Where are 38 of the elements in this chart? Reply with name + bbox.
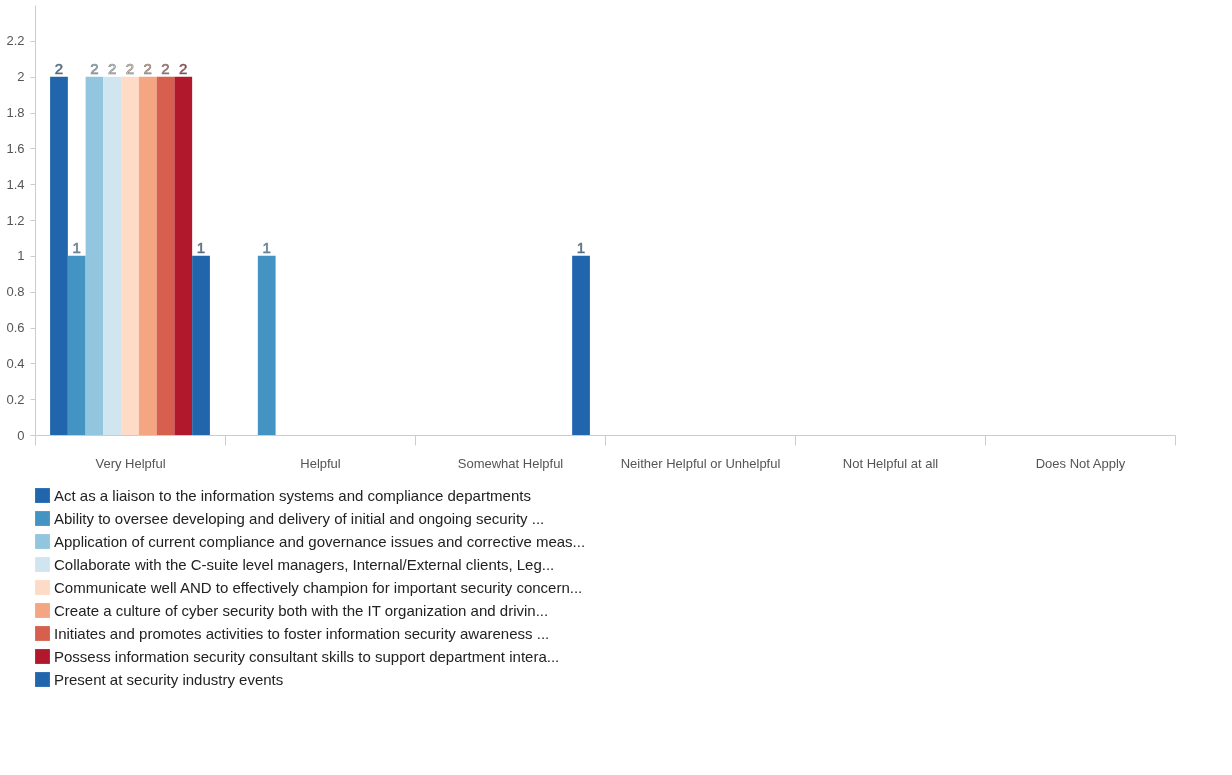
data-label: 2	[161, 59, 170, 77]
x-tick-label: Somewhat Helpful	[457, 455, 564, 471]
data-label: 2	[125, 59, 135, 77]
legend-label: Ability to oversee developing and delivery of initial and ongoing security ...	[54, 509, 545, 527]
x-tick-label: Neither Helpful or Unhelpful	[620, 455, 781, 471]
y-tick-label: 1.4	[6, 176, 25, 192]
data-label: 1	[196, 238, 206, 256]
y-tick-label: 2	[17, 69, 25, 85]
y-tick-label: 0.4	[6, 355, 25, 371]
x-tick-label: Not Helpful at all	[842, 455, 939, 471]
legend-label: Present at security industry events	[54, 670, 284, 688]
data-label: 1	[576, 238, 586, 256]
data-label: 2	[143, 59, 152, 77]
legend-label: Act as a liaison to the information systems and compliance departments	[54, 486, 531, 504]
y-tick-label: 1	[17, 248, 25, 264]
y-tick-label: 1.2	[6, 212, 25, 228]
data-label: 1	[72, 238, 81, 256]
legend-label: Create a culture of cyber security both with the IT organization and drivin...	[54, 601, 549, 619]
data-label: 2	[54, 59, 64, 77]
legend-label: Collaborate with the C-suite level managers, Internal/External clients, Leg...	[54, 555, 555, 573]
x-tick-label: Helpful	[300, 455, 341, 471]
legend-label: Application of current compliance and governance issues and corrective meas...	[54, 532, 586, 550]
data-label: 2	[90, 59, 99, 77]
data-label: 2	[108, 59, 117, 77]
y-tick-label: 1.6	[6, 140, 25, 156]
legend-label: Possess information security consultant skills to support department intera...	[54, 647, 560, 665]
x-tick-label: Does Not Apply	[1035, 455, 1126, 471]
y-tick-label: 1.8	[6, 105, 25, 120]
data-label: 2	[179, 59, 188, 77]
y-tick-label: 0	[17, 427, 25, 443]
y-tick-label: 0.8	[6, 284, 25, 300]
x-tick-label: Very Helpful	[95, 455, 166, 471]
y-tick-label: 2.2	[6, 33, 25, 49]
y-tick-label: 0.2	[6, 391, 25, 407]
legend-label: Initiates and promotes activities to foster information security awareness ...	[54, 624, 550, 642]
data-label: 1	[262, 238, 271, 256]
y-tick-label: 0.6	[6, 320, 25, 335]
legend-label: Communicate well AND to effectively champion for important security concern...	[54, 578, 583, 596]
